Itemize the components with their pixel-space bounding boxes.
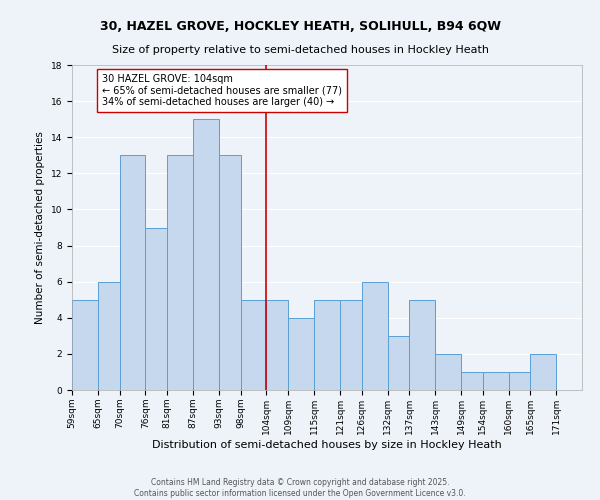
- Bar: [435, 354, 461, 390]
- Bar: [362, 282, 388, 390]
- Bar: [461, 372, 482, 390]
- Bar: [530, 354, 556, 390]
- Bar: [145, 228, 167, 390]
- Bar: [409, 300, 435, 390]
- Bar: [193, 119, 219, 390]
- Text: 30 HAZEL GROVE: 104sqm
← 65% of semi-detached houses are smaller (77)
34% of sem: 30 HAZEL GROVE: 104sqm ← 65% of semi-det…: [102, 74, 342, 107]
- Bar: [340, 300, 362, 390]
- Bar: [219, 156, 241, 390]
- Bar: [482, 372, 509, 390]
- Bar: [98, 282, 119, 390]
- Bar: [509, 372, 530, 390]
- Bar: [119, 156, 145, 390]
- Bar: [388, 336, 409, 390]
- Bar: [241, 300, 266, 390]
- Text: Contains HM Land Registry data © Crown copyright and database right 2025.
Contai: Contains HM Land Registry data © Crown c…: [134, 478, 466, 498]
- X-axis label: Distribution of semi-detached houses by size in Hockley Heath: Distribution of semi-detached houses by …: [152, 440, 502, 450]
- Bar: [266, 300, 288, 390]
- Bar: [314, 300, 340, 390]
- Text: 30, HAZEL GROVE, HOCKLEY HEATH, SOLIHULL, B94 6QW: 30, HAZEL GROVE, HOCKLEY HEATH, SOLIHULL…: [100, 20, 500, 33]
- Bar: [288, 318, 314, 390]
- Text: Size of property relative to semi-detached houses in Hockley Heath: Size of property relative to semi-detach…: [112, 45, 488, 55]
- Bar: [72, 300, 98, 390]
- Y-axis label: Number of semi-detached properties: Number of semi-detached properties: [35, 131, 45, 324]
- Bar: [167, 156, 193, 390]
